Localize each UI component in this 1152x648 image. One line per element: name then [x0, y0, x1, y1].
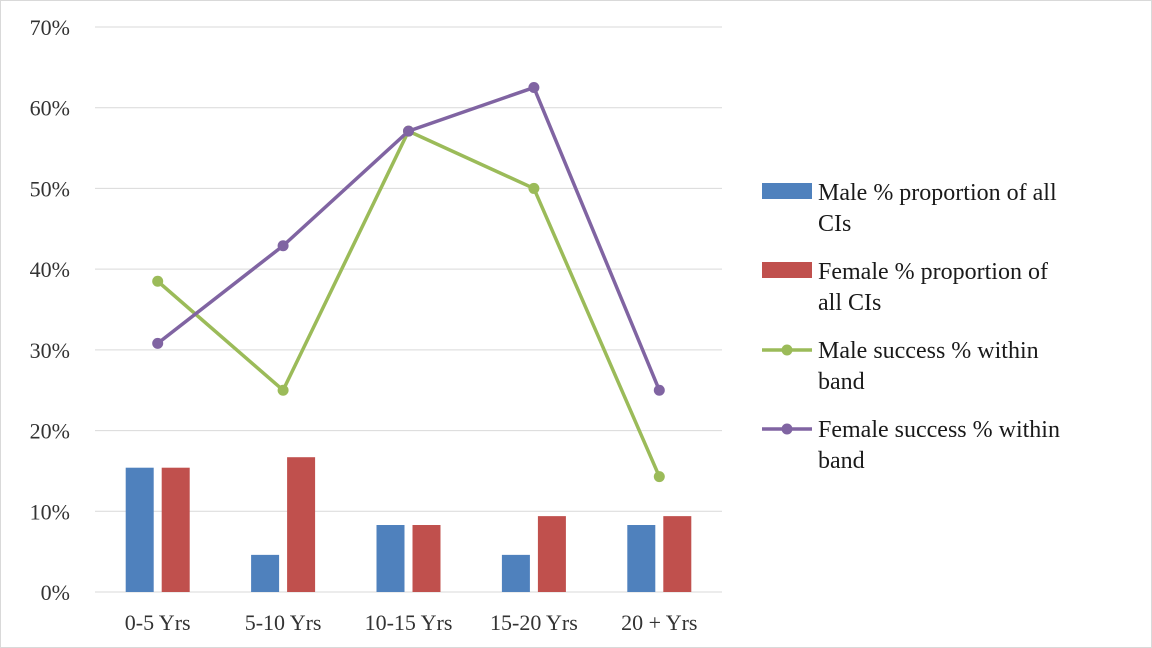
- y-tick-label: 20%: [30, 419, 70, 444]
- female-success-point: [152, 337, 164, 349]
- y-tick-label: 10%: [30, 499, 70, 524]
- x-axis-ticks: 0-5 Yrs 5-10 Yrs 10-15 Yrs 15-20 Yrs 20 + Yr…: [125, 610, 698, 635]
- x-tick-label: 10-15 Yrs: [365, 610, 453, 635]
- male-success-point: [277, 384, 289, 396]
- x-tick-label: 20 + Yrs: [621, 610, 697, 635]
- x-tick-label: 15-20 Yrs: [490, 610, 578, 635]
- male-proportion-bar: [125, 467, 154, 592]
- y-tick-label: 30%: [30, 338, 70, 363]
- male-success-point: [528, 182, 540, 194]
- legend-label: Female % proportion of: [818, 259, 1048, 285]
- legend-marker: [781, 344, 793, 356]
- bar-series-group: [125, 457, 692, 592]
- female-proportion-bar: [412, 525, 441, 592]
- legend-marker: [781, 423, 793, 435]
- male-proportion-bar: [251, 554, 280, 592]
- y-tick-label: 70%: [30, 15, 70, 40]
- male-proportion-bar: [501, 554, 530, 592]
- legend-label: band: [818, 448, 865, 474]
- legend-entry: Male success % within band: [762, 338, 1039, 395]
- y-tick-label: 60%: [30, 96, 70, 121]
- legend-entry: Female success % within band: [762, 417, 1060, 474]
- legend-label: Male success % within: [818, 338, 1039, 364]
- male-proportion-bar: [627, 525, 656, 592]
- female-proportion-bar: [287, 457, 316, 592]
- female-success-point: [528, 82, 540, 94]
- legend-entry: Male % proportion of all CIs: [762, 180, 1057, 237]
- male-success-point: [152, 275, 164, 287]
- gridlines: [95, 26, 722, 593]
- y-axis-ticks: 0% 10% 20% 30% 40% 50% 60% 70%: [30, 15, 70, 605]
- legend-entry: Female % proportion of all CIs: [762, 259, 1048, 316]
- line-series-group: [152, 82, 665, 483]
- female-proportion-bar: [161, 467, 190, 592]
- legend-swatch: [762, 262, 812, 278]
- male-proportion-bar: [376, 525, 405, 592]
- female-proportion-bar: [537, 516, 566, 592]
- y-tick-label: 0%: [41, 580, 70, 605]
- legend-label: Male % proportion of all: [818, 180, 1057, 206]
- y-tick-label: 50%: [30, 176, 70, 201]
- female-success-point: [403, 125, 414, 137]
- female-proportion-bar: [663, 516, 692, 592]
- female-success-point: [277, 240, 289, 252]
- male-success-point: [653, 471, 665, 483]
- legend-label: band: [818, 369, 865, 395]
- legend-label: Female success % within: [818, 417, 1060, 443]
- legend: Male % proportion of all CIs Female % prop…: [762, 180, 1060, 474]
- male-success-line: [156, 129, 661, 478]
- x-tick-label: 5-10 Yrs: [245, 610, 322, 635]
- female-success-point: [653, 384, 665, 396]
- x-tick-label: 0-5 Yrs: [125, 610, 191, 635]
- legend-swatch: [762, 183, 812, 199]
- legend-label: CIs: [818, 211, 851, 237]
- y-tick-label: 40%: [30, 257, 70, 282]
- legend-label: all CIs: [818, 290, 881, 316]
